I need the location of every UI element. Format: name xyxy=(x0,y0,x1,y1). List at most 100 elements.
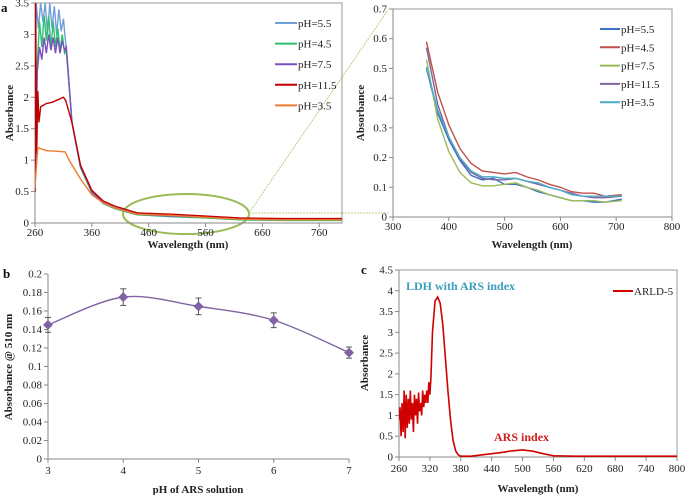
x-tick-label: 740 xyxy=(638,463,655,475)
series-line-ARLD-5 xyxy=(399,295,677,457)
legend-entry: pH=4.5 xyxy=(298,39,332,51)
series-line-pH=7.5 xyxy=(35,34,342,221)
x-tick-label: 500 xyxy=(496,221,513,233)
legend-entry: pH=5.5 xyxy=(621,24,655,36)
y-tick-label: 0.16 xyxy=(23,306,43,318)
series-line-pH=5.5 xyxy=(35,3,342,221)
x-tick-label: 680 xyxy=(607,463,624,475)
x-tick-label: 800 xyxy=(664,221,681,233)
series-line-pH=5.5 xyxy=(425,68,622,203)
series-line-pH=3.5 xyxy=(35,146,342,221)
a-left-ylabel: Absorbance xyxy=(4,85,16,141)
zoom-connector-top xyxy=(248,9,389,214)
b-ylabel: Absorbance @ 510 nm xyxy=(3,314,15,421)
c-ylabel: Absorbance xyxy=(359,335,371,391)
legend-entry: pH=5.5 xyxy=(298,18,332,30)
y-tick-label: 1.5 xyxy=(15,123,29,135)
series-line-pH=11.5 xyxy=(35,3,342,220)
legend-entry: pH=7.5 xyxy=(298,59,332,71)
x-tick-label: 380 xyxy=(453,463,470,475)
y-tick-label: 4 xyxy=(388,285,394,297)
x-tick-label: 560 xyxy=(197,227,214,239)
annotation-ars-index: ARS index xyxy=(494,430,549,444)
x-tick-label: 760 xyxy=(311,227,328,239)
y-tick-label: 3 xyxy=(24,29,30,41)
x-tick-label: 620 xyxy=(576,463,593,475)
legend-entry: pH=3.5 xyxy=(298,100,332,112)
x-tick-label: 300 xyxy=(385,221,402,233)
series-line-pH=4.5 xyxy=(425,41,622,197)
y-tick-label: 0.06 xyxy=(23,398,43,410)
y-tick-label: 2 xyxy=(388,368,394,380)
x-tick-label: 6 xyxy=(271,465,277,477)
y-tick-label: 0.1 xyxy=(28,361,42,373)
chart-b: 3 4 5 6 7 0 0.02 0.04 0.06 0.08 0.1 0.12 0.14 0.16 0.1… xyxy=(23,269,354,477)
x-tick-label: 7 xyxy=(346,465,352,477)
a-left-xlabel: Wavelength (nm) xyxy=(148,239,229,251)
y-tick-label: 0 xyxy=(24,218,30,230)
x-tick-label: 700 xyxy=(608,221,625,233)
b-xlabel: pH of ARS solution xyxy=(153,484,244,495)
y-tick-label: 0.1 xyxy=(373,182,387,194)
y-tick-label: 0.02 xyxy=(23,435,42,447)
y-tick-label: 0.08 xyxy=(23,380,43,392)
data-point-marker xyxy=(193,301,204,312)
data-point-marker xyxy=(118,292,129,303)
legend-entry: pH=11.5 xyxy=(621,79,660,91)
y-tick-label: 0.7 xyxy=(373,4,387,16)
a-right-ylabel: Absorbance xyxy=(355,85,367,141)
y-tick-label: 2.5 xyxy=(15,60,29,72)
legend-entry: ARLD-5 xyxy=(634,286,674,298)
x-tick-label: 400 xyxy=(441,221,458,233)
plot-frame xyxy=(34,2,343,224)
y-tick-label: 0.04 xyxy=(23,417,43,429)
x-tick-label: 4 xyxy=(121,465,127,477)
y-tick-label: 0.3 xyxy=(373,122,387,134)
chart-a_left: 260 360 460 560 660 760 0 0.5 1 1.5 2 2.5 3 3.5 pH=5.5… xyxy=(15,0,343,239)
x-tick-label: 260 xyxy=(391,463,408,475)
x-tick-label: 500 xyxy=(514,463,531,475)
x-tick-label: 440 xyxy=(483,463,500,475)
zoom-highlight xyxy=(122,9,389,235)
y-tick-label: 3.5 xyxy=(15,0,29,10)
legend-entry: pH=7.5 xyxy=(621,61,655,73)
chart-a_right: 300 400 500 600 700 800 0 0.1 0.2 0.3 0.4 0.5 0.6 0.7… xyxy=(373,4,681,234)
y-tick-label: 0 xyxy=(37,454,43,466)
x-tick-label: 320 xyxy=(422,463,439,475)
y-tick-label: 0.5 xyxy=(379,431,393,443)
x-tick-label: 800 xyxy=(669,463,685,475)
data-point-marker xyxy=(43,319,53,330)
series-line-pH=3.5 xyxy=(425,66,622,197)
y-tick-label: 2 xyxy=(24,92,30,104)
y-tick-label: 0.5 xyxy=(373,63,387,75)
x-tick-label: 3 xyxy=(45,465,51,477)
y-tick-label: 0.5 xyxy=(15,186,29,198)
y-tick-label: 1 xyxy=(24,155,30,167)
y-tick-label: 0.4 xyxy=(373,93,387,105)
c-xlabel: Wavelength (nm) xyxy=(498,483,579,495)
x-tick-label: 660 xyxy=(254,227,271,239)
y-tick-label: 0.14 xyxy=(23,324,43,336)
legend-entry: pH=4.5 xyxy=(621,42,655,54)
y-tick-label: 0.18 xyxy=(23,287,43,299)
panel-label-c: c xyxy=(361,262,367,277)
plot-frame xyxy=(392,8,673,218)
chart-c: 260 320 380 440 500 560 620 680 740 800 0 0.5 1 1.5 2 2… xyxy=(379,265,685,476)
x-tick-label: 600 xyxy=(552,221,569,233)
y-tick-label: 0 xyxy=(382,212,388,224)
panel-label-b: b xyxy=(3,266,10,281)
x-tick-label: 360 xyxy=(84,227,101,239)
y-tick-label: 0.12 xyxy=(23,343,42,355)
series-line-pH=7.5 xyxy=(425,59,622,203)
zoom-ellipse xyxy=(122,193,250,235)
y-tick-label: 1.5 xyxy=(379,389,393,401)
a-right-xlabel: Wavelength (nm) xyxy=(492,239,573,251)
data-point-marker xyxy=(344,347,354,358)
y-tick-label: 0.6 xyxy=(373,33,387,45)
y-tick-label: 0.2 xyxy=(373,152,387,164)
y-tick-label: 3.5 xyxy=(379,306,393,318)
legend-entry: pH=11.5 xyxy=(298,80,337,92)
plot-frame xyxy=(398,269,678,458)
y-tick-label: 4.5 xyxy=(379,265,393,277)
